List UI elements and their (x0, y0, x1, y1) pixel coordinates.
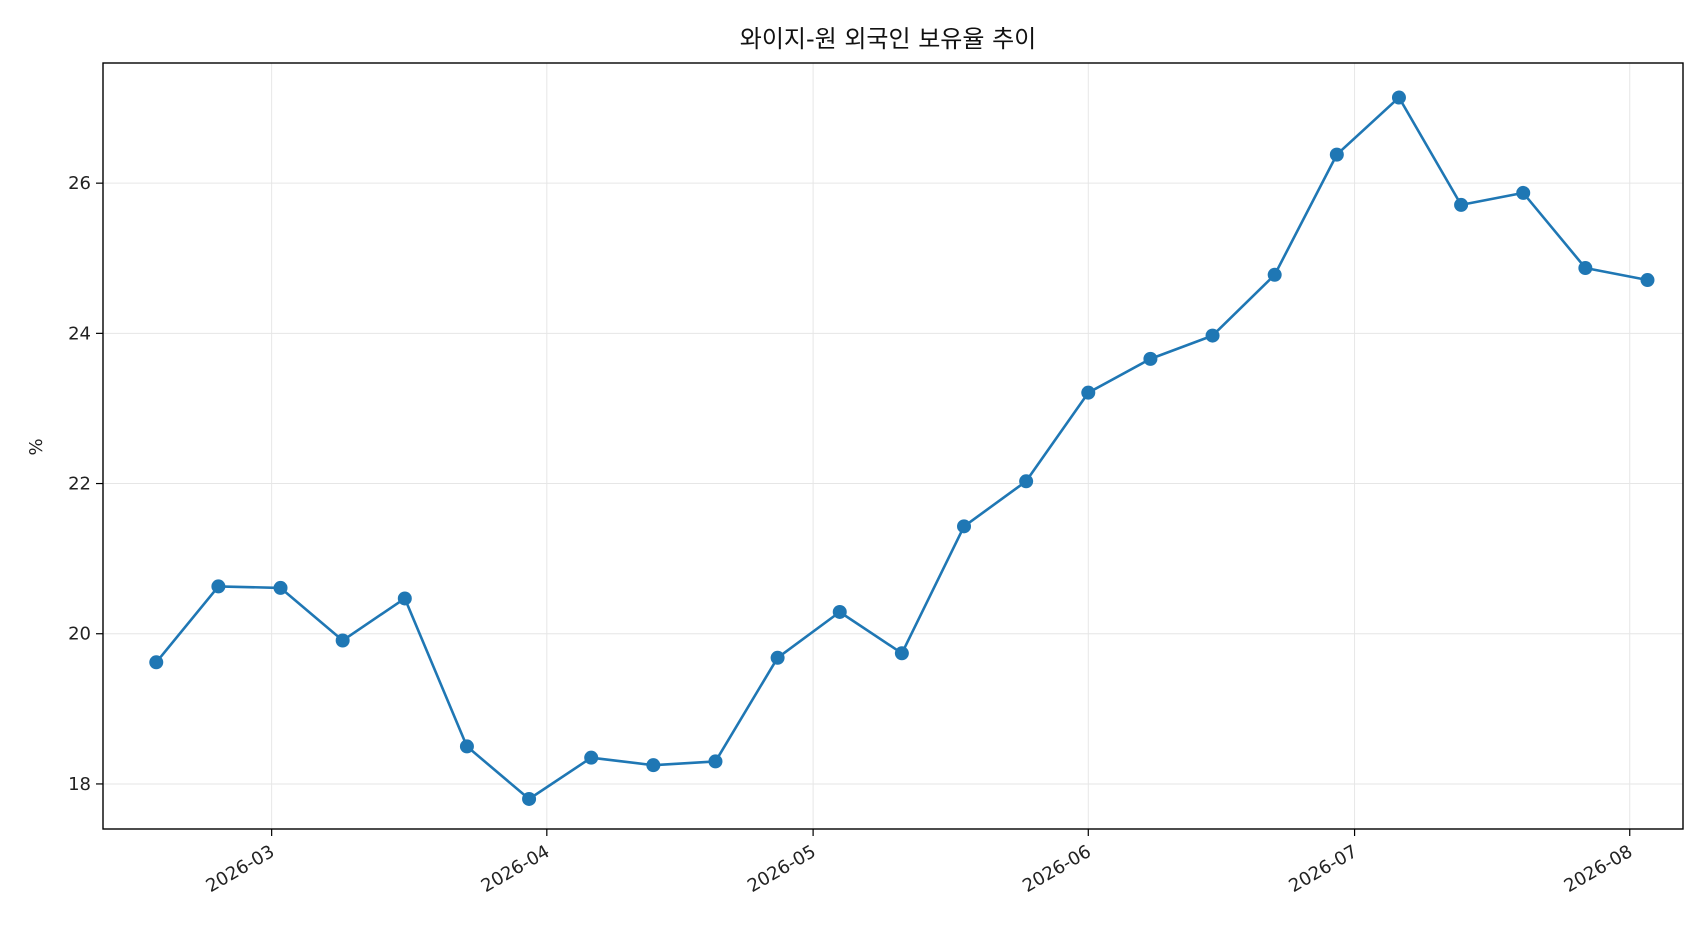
y-tick-label: 20 (68, 624, 91, 645)
data-point (1578, 261, 1593, 276)
data-point (770, 650, 785, 665)
data-point (584, 750, 599, 765)
x-tick-label: 2026-05 (744, 841, 820, 897)
data-point (1143, 351, 1158, 366)
x-tick-label: 2026-03 (203, 841, 279, 897)
data-point (459, 739, 474, 754)
data-point (708, 754, 723, 769)
data-point (1391, 90, 1406, 105)
data-point (522, 791, 537, 806)
data-point (1516, 185, 1531, 200)
y-tick-label: 22 (68, 474, 91, 495)
data-point (957, 519, 972, 534)
data-point (646, 758, 661, 773)
x-tick-label: 2026-08 (1561, 841, 1637, 897)
x-axis-ticks: 2026-03 2026-04 2026-05 2026-06 2026-07 2026-… (203, 829, 1637, 897)
data-point (273, 580, 288, 595)
data-point (1640, 273, 1655, 288)
chart-title: 와이지-원 외국인 보유율 추이 (740, 25, 1037, 53)
data-point (335, 633, 350, 648)
y-tick-label: 18 (68, 774, 91, 795)
data-point (149, 655, 164, 670)
gridlines (103, 63, 1683, 829)
y-axis-label: % (26, 438, 47, 455)
data-point (1081, 385, 1096, 400)
y-tick-label: 24 (68, 323, 91, 344)
data-point (894, 646, 909, 661)
data-point (832, 604, 847, 619)
data-point (1267, 267, 1282, 282)
data-point (1454, 197, 1469, 212)
data-point (1329, 147, 1344, 162)
plot-frame (102, 62, 1684, 830)
x-tick-label: 2026-04 (478, 841, 554, 897)
data-point (1205, 328, 1220, 343)
y-tick-label: 26 (68, 173, 91, 194)
data-point (1019, 474, 1034, 489)
data-point (397, 591, 412, 606)
data-points (149, 90, 1655, 806)
y-axis-ticks: 18 20 22 24 26 (68, 173, 103, 795)
data-point (211, 579, 226, 594)
x-tick-label: 2026-07 (1285, 841, 1361, 897)
series-line (155, 96, 1648, 801)
x-tick-label: 2026-06 (1019, 841, 1095, 897)
